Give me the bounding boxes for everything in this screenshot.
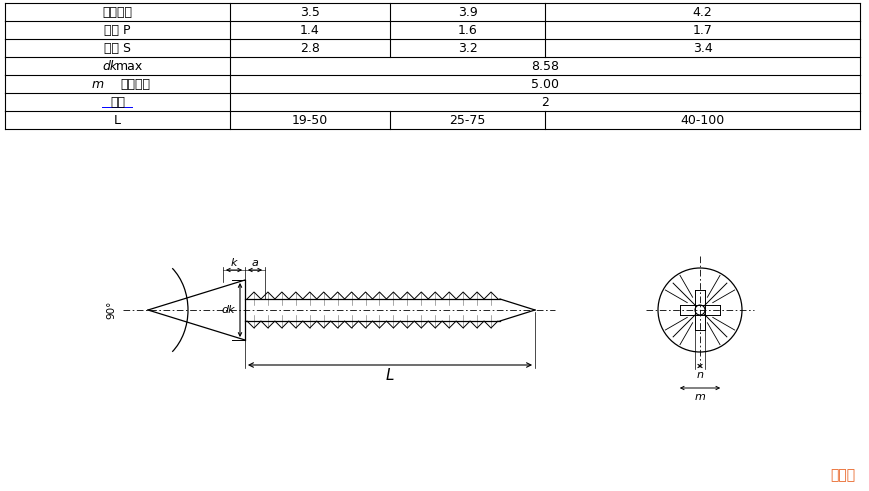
Text: m: m — [693, 392, 705, 402]
Text: 19-50: 19-50 — [291, 113, 328, 127]
Text: 2.8: 2.8 — [300, 42, 320, 55]
Text: 3.9: 3.9 — [457, 5, 477, 19]
Text: 90°: 90° — [106, 301, 116, 319]
Text: 2: 2 — [541, 96, 548, 109]
Text: dk: dk — [102, 59, 117, 73]
Text: 40-100: 40-100 — [680, 113, 724, 127]
Text: 1.6: 1.6 — [457, 24, 477, 36]
Text: dk: dk — [221, 305, 235, 315]
Text: 1.4: 1.4 — [300, 24, 320, 36]
Text: 25-75: 25-75 — [448, 113, 485, 127]
Text: 繁荣网: 繁荣网 — [829, 468, 854, 482]
Text: 4.2: 4.2 — [692, 5, 712, 19]
Text: a: a — [251, 258, 258, 268]
Text: 3.5: 3.5 — [300, 5, 320, 19]
Text: 螺纹规格: 螺纹规格 — [103, 5, 132, 19]
Text: m: m — [91, 78, 103, 90]
Text: n: n — [696, 370, 703, 380]
Text: L: L — [114, 113, 121, 127]
Text: 3.2: 3.2 — [457, 42, 477, 55]
Text: 3.4: 3.4 — [692, 42, 712, 55]
Text: L: L — [385, 369, 394, 383]
Text: 螺距 P: 螺距 P — [104, 24, 130, 36]
Text: 8.58: 8.58 — [530, 59, 559, 73]
Text: 槽号: 槽号 — [109, 96, 125, 109]
Text: k: k — [230, 258, 237, 268]
Text: （参考）: （参考） — [121, 78, 150, 90]
Text: 5.00: 5.00 — [530, 78, 559, 90]
Text: max: max — [116, 59, 143, 73]
Text: 1.7: 1.7 — [692, 24, 712, 36]
Text: 导程 S: 导程 S — [104, 42, 131, 55]
